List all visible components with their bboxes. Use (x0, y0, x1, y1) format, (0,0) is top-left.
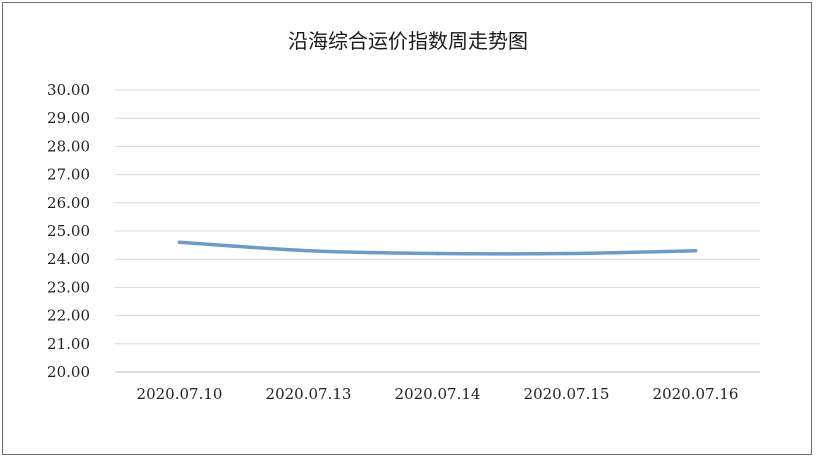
y-tick-label: 27.00 (47, 166, 90, 184)
y-tick-label: 24.00 (47, 250, 90, 268)
x-tick-label: 2020.07.10 (137, 385, 223, 403)
x-tick-label: 2020.07.16 (653, 385, 739, 403)
data-point (693, 248, 698, 253)
y-tick-label: 25.00 (47, 222, 90, 240)
x-tick-label: 2020.07.13 (266, 385, 352, 403)
y-tick-label: 21.00 (47, 335, 90, 353)
y-tick-label: 23.00 (47, 278, 90, 296)
x-axis: 2020.07.10 2020.07.13 2020.07.14 2020.07.15… (137, 385, 739, 403)
y-tick-label: 30.00 (47, 81, 90, 99)
y-tick-label: 26.00 (47, 194, 90, 212)
y-tick-label: 22.00 (47, 307, 90, 325)
data-point (564, 251, 569, 256)
x-tick-label: 2020.07.14 (395, 385, 481, 403)
chart-frame (2, 2, 812, 455)
chart-title: 沿海综合运价指数周走势图 (288, 29, 528, 53)
x-tick-label: 2020.07.15 (524, 385, 610, 403)
y-tick-label: 29.00 (47, 109, 90, 127)
gridlines (115, 89, 760, 373)
data-point (435, 251, 440, 256)
data-point (306, 248, 311, 253)
y-tick-label: 28.00 (47, 137, 90, 155)
series (177, 240, 698, 256)
y-axis: 20.00 21.00 22.00 23.00 24.00 25.00 26.00 27.00… (47, 81, 90, 381)
y-tick-label: 20.00 (47, 363, 90, 381)
data-point (177, 240, 182, 245)
